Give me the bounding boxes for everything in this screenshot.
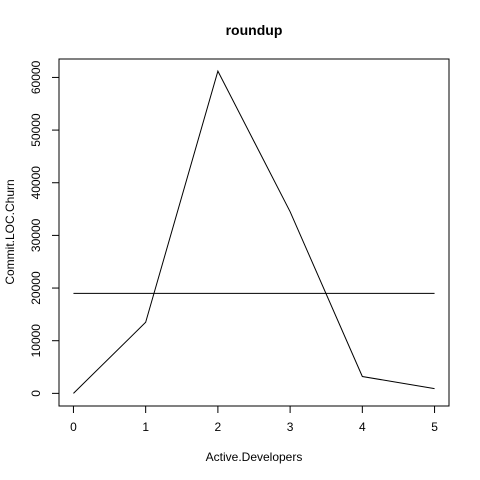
x-axis: 0 1 2 3 4 5 [70,405,438,434]
y-axis-label: Commit.LOC.Churn [3,179,17,284]
chart-title: roundup [226,22,283,38]
x-tick-label: 5 [431,420,438,434]
y-tick-label: 20000 [29,271,43,305]
y-tick-label: 10000 [29,324,43,358]
y-axis: 0 10000 20000 30000 40000 50000 60000 [29,60,60,397]
y-tick-label: 30000 [29,218,43,252]
series-layer [73,69,435,394]
y-tick-label: 0 [29,390,43,397]
y-tick-label: 50000 [29,113,43,147]
x-tick-label: 1 [142,420,149,434]
x-tick-label: 2 [215,420,222,434]
plot-frame [58,58,450,407]
y-tick-label: 40000 [29,166,43,200]
x-tick-label: 3 [287,420,294,434]
x-tick-label: 4 [359,420,366,434]
y-tick-label: 60000 [29,60,43,94]
series-line [73,69,435,394]
x-axis-label: Active.Developers [206,450,303,464]
x-tick-label: 0 [70,420,77,434]
